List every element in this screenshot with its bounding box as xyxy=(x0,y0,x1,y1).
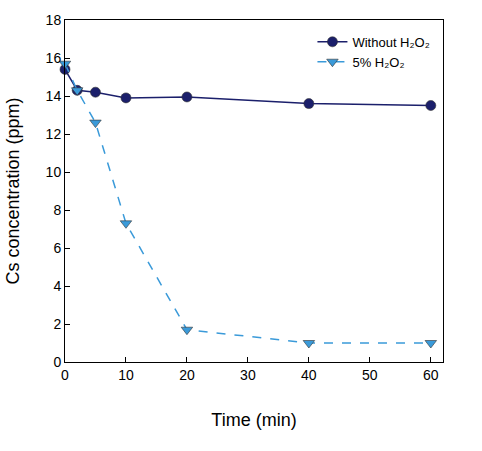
svg-text:18: 18 xyxy=(46,12,62,28)
svg-text:0: 0 xyxy=(61,367,69,383)
svg-text:4: 4 xyxy=(53,278,61,294)
svg-text:10: 10 xyxy=(46,164,62,180)
svg-text:Without H₂O₂: Without H₂O₂ xyxy=(352,35,429,50)
svg-text:8: 8 xyxy=(53,202,61,218)
svg-text:12: 12 xyxy=(46,126,62,142)
svg-text:Cs concentration (ppm): Cs concentration (ppm) xyxy=(3,97,23,284)
svg-text:20: 20 xyxy=(179,367,195,383)
svg-text:5% H₂O₂: 5% H₂O₂ xyxy=(352,55,404,70)
svg-text:Time (min): Time (min) xyxy=(211,410,296,430)
svg-text:14: 14 xyxy=(46,88,62,104)
svg-text:16: 16 xyxy=(46,50,62,66)
svg-text:10: 10 xyxy=(118,367,134,383)
svg-text:6: 6 xyxy=(53,240,61,256)
svg-text:2: 2 xyxy=(53,316,61,332)
svg-text:40: 40 xyxy=(301,367,317,383)
svg-text:50: 50 xyxy=(362,367,378,383)
svg-text:30: 30 xyxy=(240,367,256,383)
svg-text:0: 0 xyxy=(53,354,61,370)
svg-text:60: 60 xyxy=(423,367,439,383)
